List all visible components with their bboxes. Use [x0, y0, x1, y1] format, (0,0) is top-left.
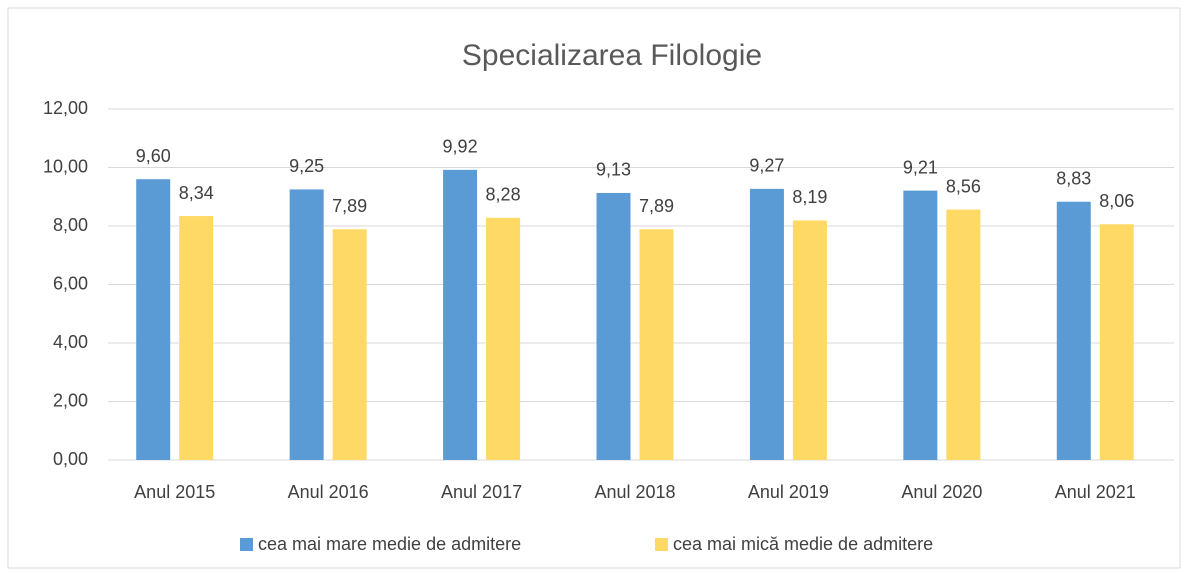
data-label: 7,89 [639, 196, 674, 216]
bar [1099, 224, 1134, 460]
x-tick-label: Anul 2020 [901, 482, 982, 502]
bar [443, 169, 478, 460]
data-label: 9,27 [749, 156, 784, 176]
data-label: 9,13 [596, 160, 631, 180]
data-label: 9,60 [136, 146, 171, 166]
x-tick-label: Anul 2017 [441, 482, 522, 502]
y-tick-label: 6,00 [53, 273, 88, 293]
x-tick-label: Anul 2016 [288, 482, 369, 502]
x-tick-label: Anul 2015 [134, 482, 215, 502]
y-tick-label: 10,00 [43, 156, 88, 176]
bar [596, 192, 631, 460]
bar [1056, 201, 1091, 460]
y-tick-label: 2,00 [53, 390, 88, 410]
data-label: 9,25 [289, 156, 324, 176]
x-tick-label: Anul 2021 [1055, 482, 1136, 502]
bar [639, 229, 674, 460]
bar [903, 190, 938, 461]
bar [332, 229, 367, 460]
data-label: 7,89 [332, 196, 367, 216]
data-label: 8,19 [792, 187, 827, 207]
x-tick-label: Anul 2019 [748, 482, 829, 502]
chart-title: Specializarea Filologie [462, 39, 762, 72]
bar [486, 217, 521, 460]
bar [749, 188, 784, 461]
bar [179, 216, 214, 460]
data-label: 8,28 [486, 185, 521, 205]
data-label: 8,56 [946, 176, 981, 196]
legend-label: cea mai mare medie de admitere [258, 534, 521, 554]
legend-label: cea mai mică medie de admitere [673, 534, 933, 554]
data-label: 8,83 [1056, 168, 1091, 188]
bar [946, 209, 981, 460]
data-label: 9,21 [903, 157, 938, 177]
bar [792, 220, 827, 460]
legend-swatch [655, 538, 668, 551]
y-tick-label: 0,00 [53, 449, 88, 469]
bar [136, 179, 171, 460]
bar [289, 189, 324, 460]
data-label: 8,34 [179, 183, 214, 203]
data-label: 8,06 [1099, 191, 1134, 211]
y-tick-label: 4,00 [53, 332, 88, 352]
data-label: 9,92 [443, 137, 478, 157]
y-tick-label: 12,00 [43, 98, 88, 118]
legend-swatch [240, 538, 253, 551]
y-tick-label: 8,00 [53, 215, 88, 235]
x-tick-label: Anul 2018 [594, 482, 675, 502]
